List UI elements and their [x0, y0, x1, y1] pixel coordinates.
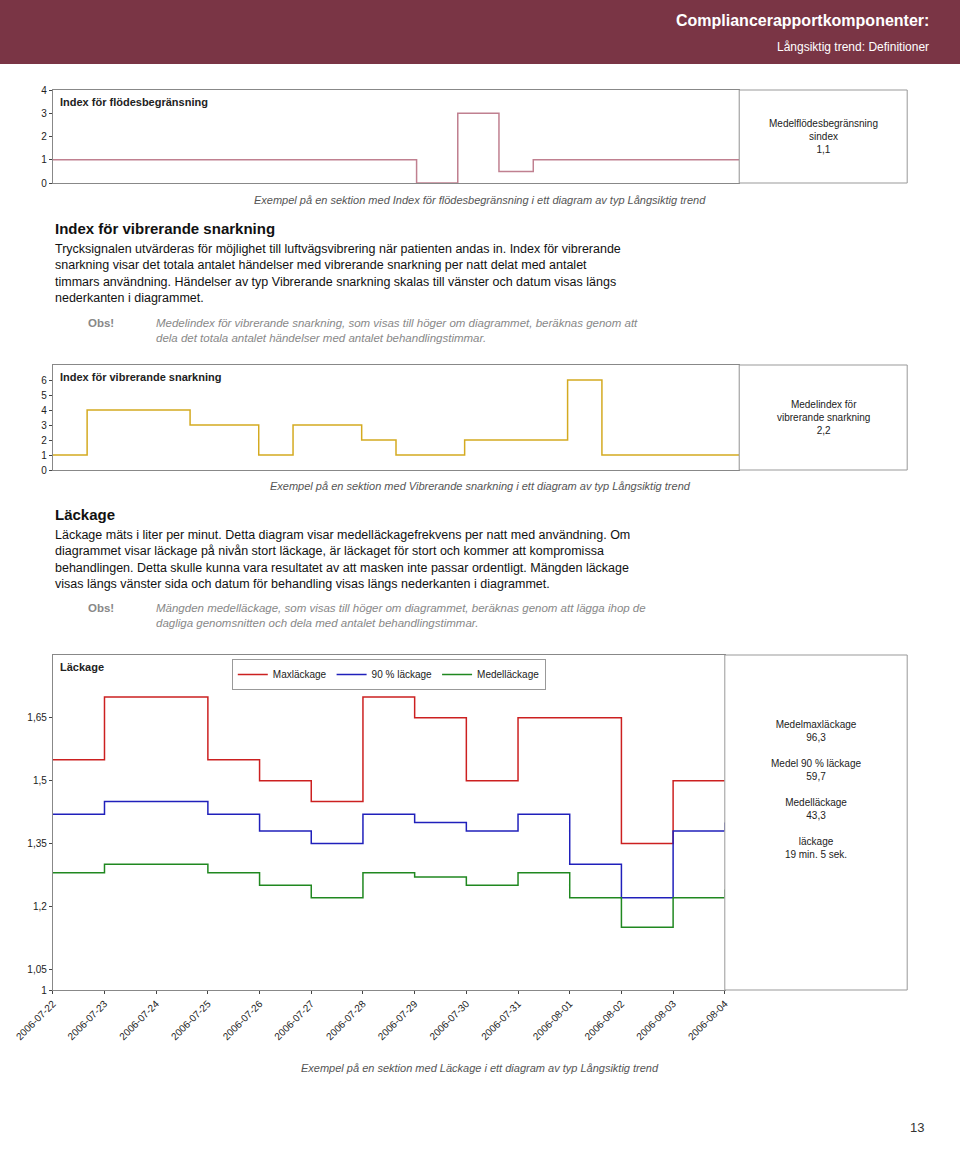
- svg-text:Exempel på en sektion med Inde: Exempel på en sektion med Index för flöd…: [254, 194, 706, 206]
- svg-text:4: 4: [41, 405, 47, 416]
- svg-text:13: 13: [910, 1120, 924, 1135]
- svg-text:1,5: 1,5: [33, 775, 47, 786]
- svg-text:Obs!: Obs!: [88, 602, 114, 614]
- svg-text:0: 0: [41, 178, 47, 189]
- svg-text:Index för flödesbegränsning: Index för flödesbegränsning: [60, 96, 208, 108]
- svg-text:Läckage mäts i liter per minut: Läckage mäts i liter per minut. Detta di…: [55, 528, 630, 591]
- svg-text:2006-07-31: 2006-07-31: [479, 998, 523, 1042]
- svg-text:Obs!: Obs!: [88, 317, 114, 329]
- svg-text:Medelindex förvibrerande snark: Medelindex förvibrerande snarkning2,2: [777, 399, 870, 436]
- svg-text:90 % läckage: 90 % läckage: [372, 669, 432, 680]
- svg-text:2006-07-30: 2006-07-30: [427, 998, 471, 1042]
- svg-text:2006-08-02: 2006-08-02: [582, 998, 626, 1042]
- svg-text:Exempel på en sektion med Läck: Exempel på en sektion med Läckage i ett …: [301, 1062, 659, 1074]
- svg-text:2006-07-23: 2006-07-23: [65, 998, 109, 1042]
- svg-text:2006-07-26: 2006-07-26: [221, 998, 265, 1042]
- svg-text:6: 6: [41, 375, 47, 386]
- svg-text:2006-08-03: 2006-08-03: [634, 998, 678, 1042]
- svg-text:Långsiktig trend: Definitioner: Långsiktig trend: Definitioner: [777, 40, 929, 54]
- svg-text:Index för vibrerande snarkning: Index för vibrerande snarkning: [55, 220, 275, 237]
- svg-text:Compliancerapportkomponenter:: Compliancerapportkomponenter:: [676, 12, 929, 29]
- svg-text:1,35: 1,35: [27, 838, 47, 849]
- svg-text:Exempel på en sektion med Vibr: Exempel på en sektion med Vibrerande sna…: [270, 480, 691, 492]
- svg-text:2: 2: [41, 435, 47, 446]
- svg-text:Läckage: Läckage: [60, 661, 104, 673]
- svg-text:1: 1: [41, 450, 47, 461]
- svg-text:2006-07-29: 2006-07-29: [376, 998, 420, 1042]
- svg-text:Medelindex för vibrerande snar: Medelindex för vibrerande snarkning, som…: [156, 317, 638, 344]
- svg-text:1: 1: [41, 985, 47, 996]
- svg-text:2006-08-04: 2006-08-04: [686, 998, 730, 1042]
- svg-text:0: 0: [41, 465, 47, 476]
- svg-text:Medelläckage: Medelläckage: [477, 669, 539, 680]
- svg-text:Medelmaxläckage96,3Medel 90 %: Medelmaxläckage96,3Medel 90 % läckage59,…: [771, 719, 861, 860]
- svg-text:2006-07-27: 2006-07-27: [272, 998, 316, 1042]
- svg-text:Mängden medelläckage, som visa: Mängden medelläckage, som visas till hög…: [156, 602, 646, 629]
- svg-text:Index för vibrerande snarkning: Index för vibrerande snarkning: [60, 371, 221, 383]
- svg-text:1: 1: [41, 154, 47, 165]
- svg-text:2006-07-22: 2006-07-22: [14, 998, 58, 1042]
- svg-text:2006-07-28: 2006-07-28: [324, 998, 368, 1042]
- svg-text:1,05: 1,05: [27, 964, 47, 975]
- svg-text:4: 4: [41, 85, 47, 96]
- svg-text:Läckage: Läckage: [55, 506, 115, 523]
- svg-text:2006-08-01: 2006-08-01: [531, 998, 575, 1042]
- svg-text:1,65: 1,65: [27, 712, 47, 723]
- svg-text:2006-07-25: 2006-07-25: [169, 998, 213, 1042]
- svg-text:2: 2: [41, 131, 47, 142]
- svg-text:Trycksignalen utvärderas för m: Trycksignalen utvärderas för möjlighet t…: [55, 242, 621, 305]
- svg-text:Medelflödesbegränsningsindex1,: Medelflödesbegränsningsindex1,1: [769, 118, 878, 155]
- svg-text:Maxläckage: Maxläckage: [273, 669, 327, 680]
- svg-text:5: 5: [41, 390, 47, 401]
- svg-text:1,2: 1,2: [33, 901, 47, 912]
- svg-text:2006-07-24: 2006-07-24: [117, 998, 161, 1042]
- svg-text:3: 3: [41, 420, 47, 431]
- svg-text:3: 3: [41, 108, 47, 119]
